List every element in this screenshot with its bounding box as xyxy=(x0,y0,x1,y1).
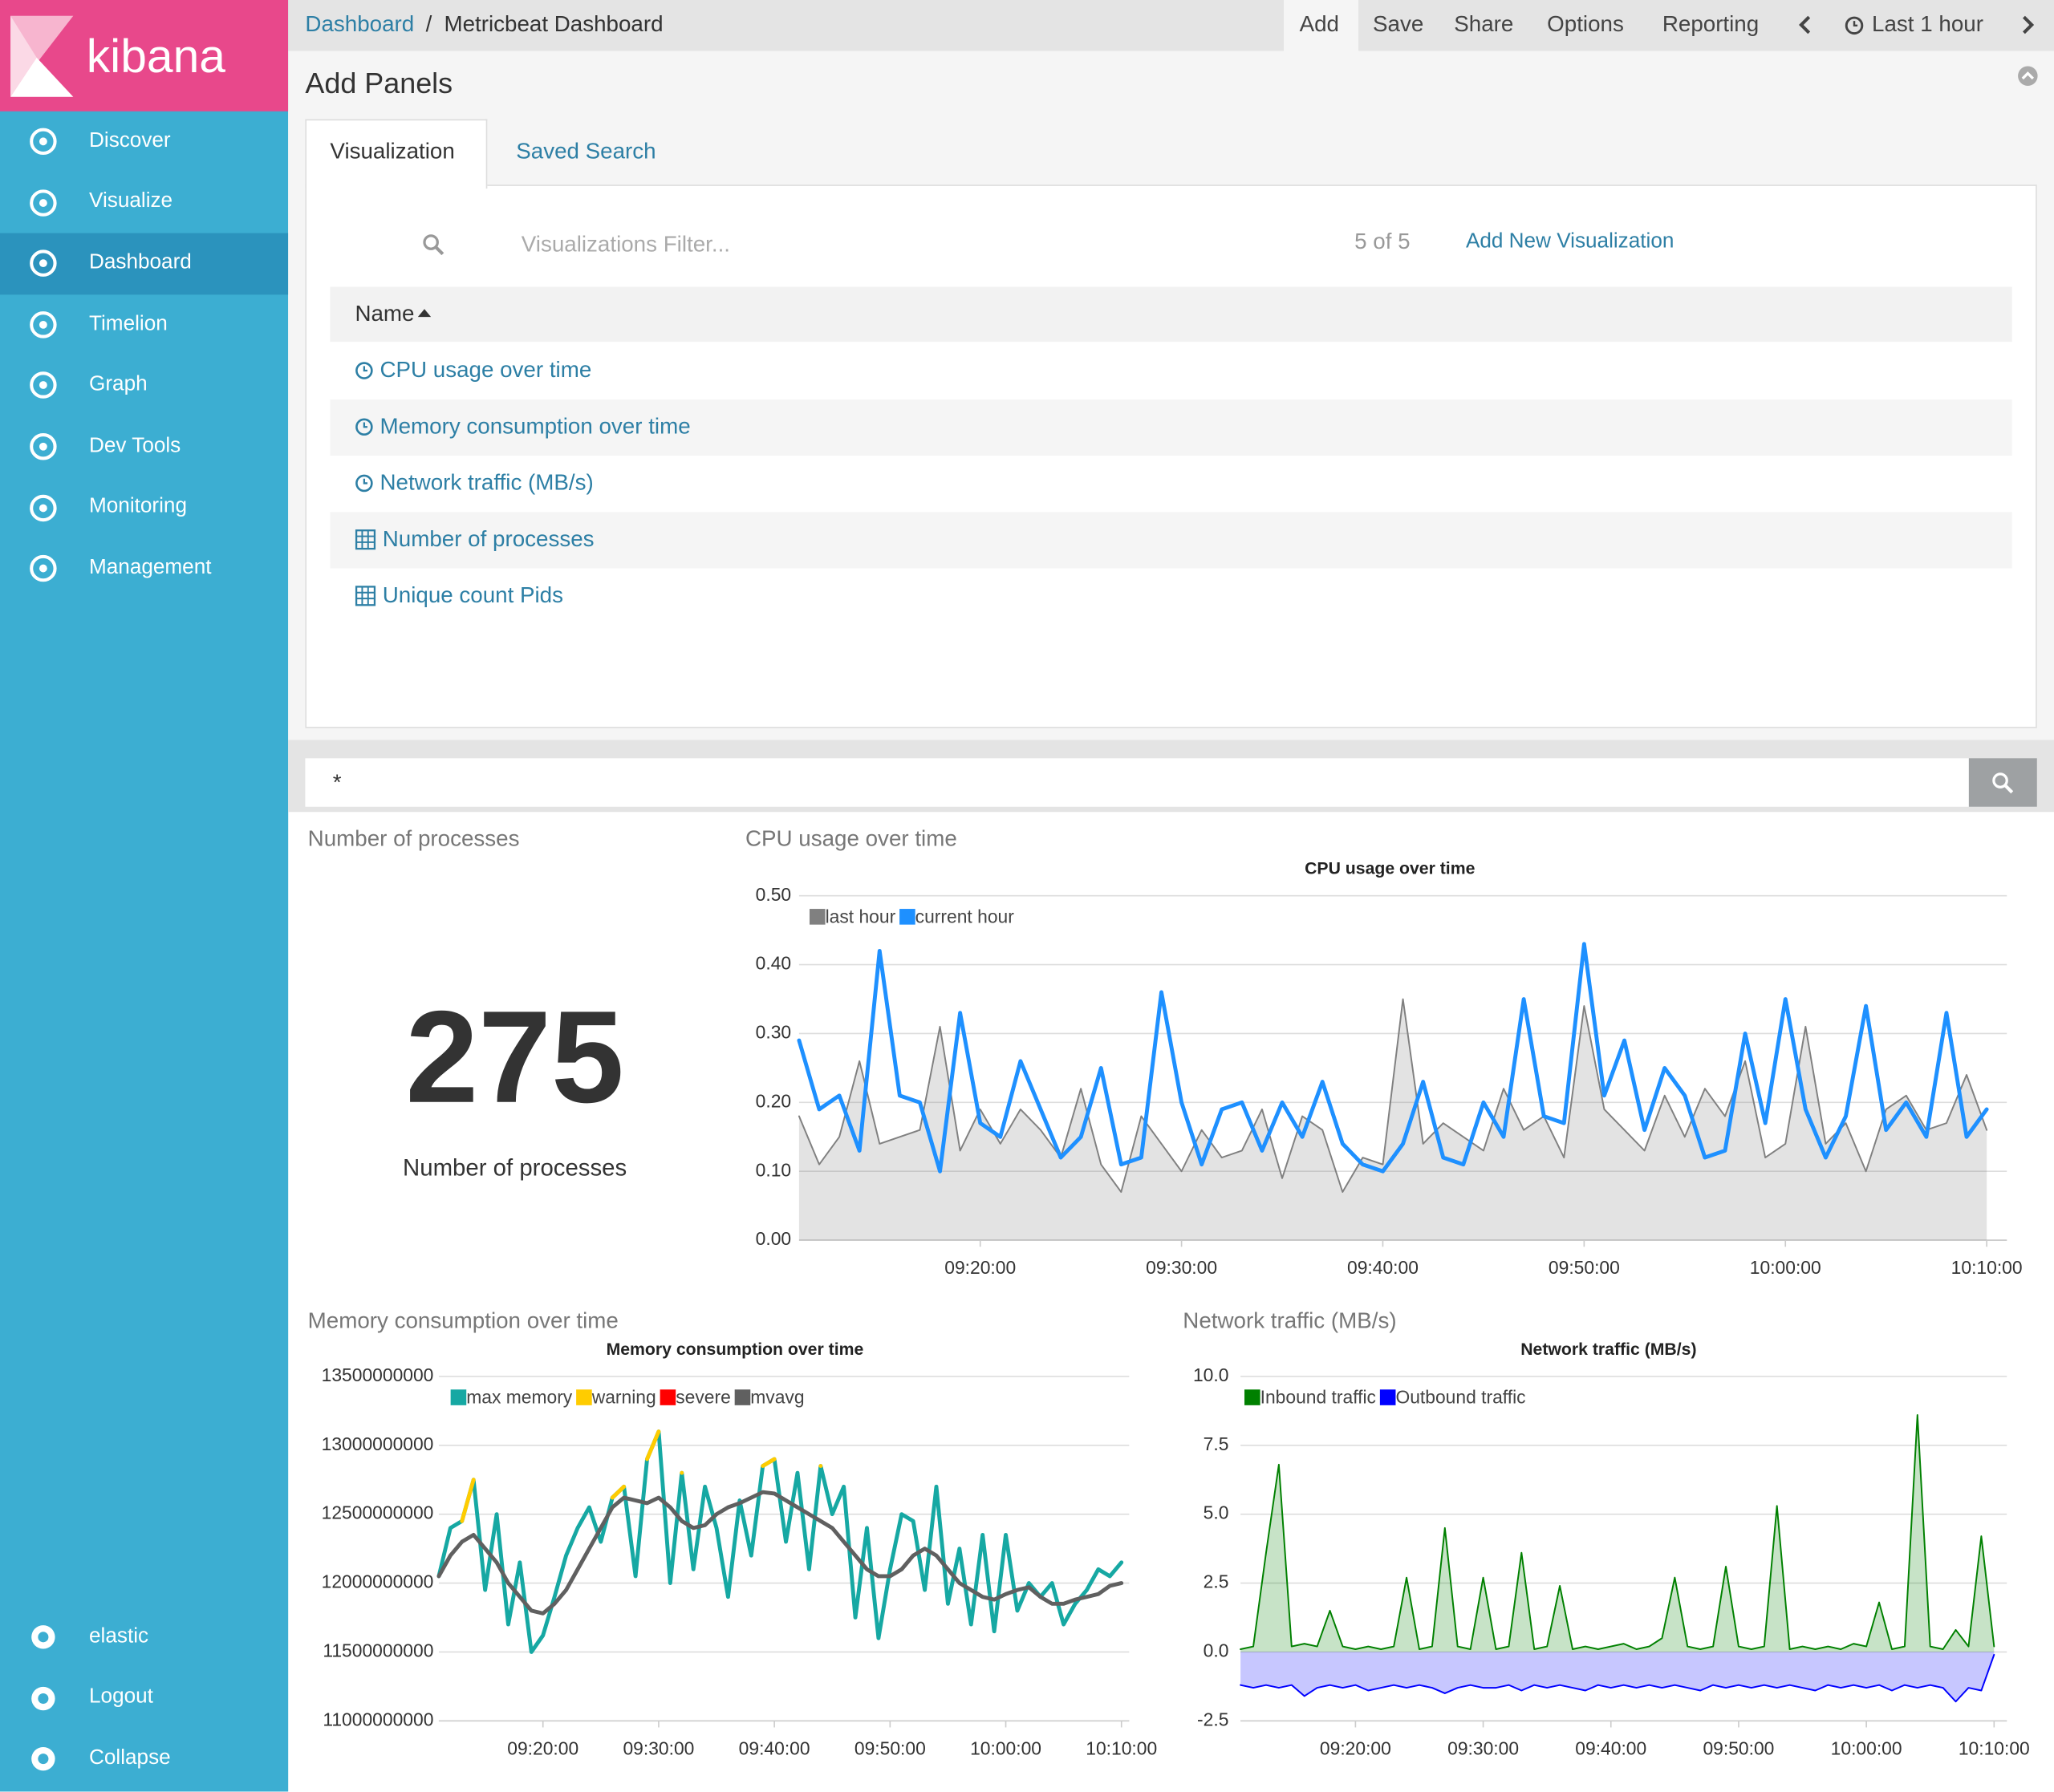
chart-title: Network traffic (MB/s) xyxy=(1520,1340,1696,1359)
legend-swatch xyxy=(1380,1389,1396,1405)
y-tick-label: 7.5 xyxy=(1204,1433,1229,1454)
x-tick-label: 09:50:00 xyxy=(1549,1257,1620,1278)
x-tick-label: 09:20:00 xyxy=(944,1257,1016,1278)
x-tick-label: 09:50:00 xyxy=(1703,1737,1774,1758)
area-fill xyxy=(1240,1652,1994,1701)
y-tick-label: 12000000000 xyxy=(322,1571,434,1592)
x-tick-label: 09:20:00 xyxy=(1320,1737,1391,1758)
chart-title: CPU usage over time xyxy=(1305,860,1475,878)
y-tick-label: 0.00 xyxy=(756,1228,791,1249)
chart-title: Memory consumption over time xyxy=(607,1340,864,1359)
metric-label: Number of processes xyxy=(403,1155,627,1182)
area-fill xyxy=(1240,1415,1994,1652)
y-tick-label: 0.50 xyxy=(756,884,791,905)
y-tick-label: 13000000000 xyxy=(322,1433,434,1454)
x-tick-label: 10:10:00 xyxy=(1086,1737,1157,1758)
x-tick-label: 09:40:00 xyxy=(1575,1737,1646,1758)
x-tick-label: 09:40:00 xyxy=(739,1737,810,1758)
legend-swatch xyxy=(899,909,915,925)
y-tick-label: 5.0 xyxy=(1204,1502,1229,1523)
x-tick-label: 10:00:00 xyxy=(1750,1257,1821,1278)
y-tick-label: 10.0 xyxy=(1193,1364,1228,1385)
legend-label: Inbound traffic xyxy=(1260,1387,1376,1408)
y-tick-label: 0.20 xyxy=(756,1090,791,1111)
legend-label: last hour xyxy=(826,906,896,927)
series-line xyxy=(612,1486,623,1498)
legend-swatch xyxy=(576,1389,592,1405)
y-tick-label: 0.30 xyxy=(756,1022,791,1043)
legend-swatch xyxy=(1244,1389,1260,1405)
legend-label: current hour xyxy=(915,906,1015,927)
y-tick-label: 12500000000 xyxy=(322,1502,434,1523)
x-tick-label: 09:20:00 xyxy=(507,1737,578,1758)
x-tick-label: 10:10:00 xyxy=(1959,1737,2030,1758)
y-tick-label: 13500000000 xyxy=(322,1364,434,1385)
x-tick-label: 10:00:00 xyxy=(970,1737,1041,1758)
legend-swatch xyxy=(810,909,826,925)
legend-label: severe xyxy=(676,1387,731,1408)
x-tick-label: 10:00:00 xyxy=(1831,1737,1902,1758)
y-tick-label: 11500000000 xyxy=(323,1640,433,1660)
legend-swatch xyxy=(660,1389,676,1405)
x-tick-label: 09:30:00 xyxy=(623,1737,694,1758)
legend-label: warning xyxy=(591,1387,656,1408)
y-tick-label: 0.0 xyxy=(1204,1640,1229,1660)
legend-label: Outbound traffic xyxy=(1395,1387,1525,1408)
x-tick-label: 09:50:00 xyxy=(854,1737,926,1758)
x-tick-label: 09:40:00 xyxy=(1347,1257,1419,1278)
series-line xyxy=(462,1480,473,1522)
y-tick-label: -2.5 xyxy=(1197,1709,1228,1729)
metric-value: 275 xyxy=(405,983,623,1130)
legend-swatch xyxy=(735,1389,751,1405)
legend-swatch xyxy=(451,1389,467,1405)
x-tick-label: 10:10:00 xyxy=(1951,1257,2023,1278)
series-line xyxy=(439,1432,1122,1652)
x-tick-label: 09:30:00 xyxy=(1146,1257,1217,1278)
legend-label: mvavg xyxy=(750,1387,804,1408)
y-tick-label: 0.10 xyxy=(756,1159,791,1180)
y-tick-label: 11000000000 xyxy=(323,1709,433,1729)
x-tick-label: 09:30:00 xyxy=(1447,1737,1519,1758)
y-tick-label: 0.40 xyxy=(756,953,791,974)
y-tick-label: 2.5 xyxy=(1204,1571,1229,1592)
legend-label: max memory xyxy=(466,1387,573,1408)
series-line xyxy=(763,1459,774,1466)
